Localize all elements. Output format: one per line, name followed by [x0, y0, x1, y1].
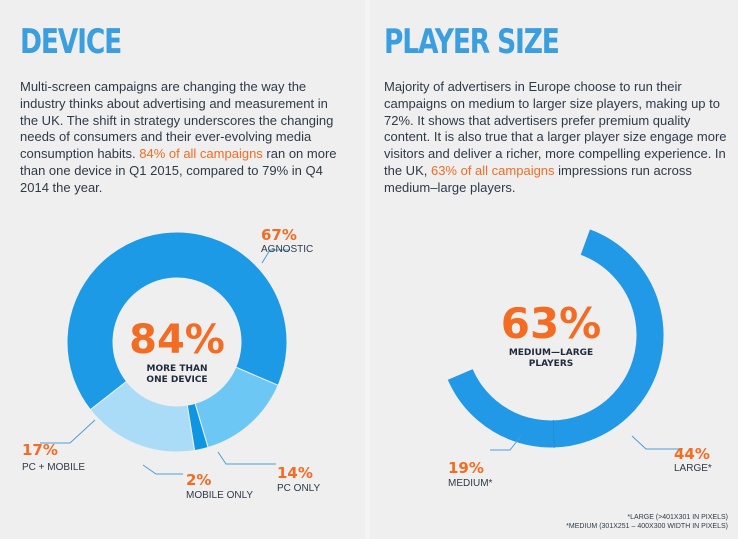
- pc-only-label: PC ONLY: [277, 483, 320, 494]
- large-medium-divider: [552, 419, 555, 448]
- device-center-label-1: MORE THAN: [147, 364, 208, 374]
- player-size-donut-chart: 63% MEDIUM—LARGE PLAYERS 44% LARGE* 19% …: [446, 228, 712, 489]
- pc-mobile-label: PC + MOBILE: [22, 462, 85, 473]
- agnostic-leader-line: [261, 249, 290, 264]
- footnote-medium: *MEDIUM (301X251 – 400X300 WIDTH IN PIXE…: [566, 523, 728, 530]
- device-center-value: 84%: [129, 317, 225, 363]
- large-leader-line: [631, 435, 683, 450]
- device-donut-chart: 84% MORE THAN ONE DEVICE 67% AGNOSTIC 14…: [22, 226, 320, 501]
- device-text-pre: Multi-screen campaigns are changing the …: [20, 79, 334, 162]
- player-center-label-2: PLAYERS: [529, 359, 574, 369]
- device-text-post: ran on more than one device in Q1 2015, …: [20, 146, 337, 195]
- large-label: LARGE*: [674, 463, 712, 474]
- footnote-large: *LARGE (>401X301 IN PIXELS): [627, 514, 728, 521]
- agnostic-label: AGNOSTIC: [261, 244, 313, 255]
- player-text-pre: Majority of advertisers in Europe choose…: [384, 79, 727, 178]
- agnostic-segment: [66, 231, 288, 411]
- pc-mobile-segment: [89, 380, 196, 453]
- player-center-value: 63%: [501, 299, 602, 348]
- device-title: DEVICE: [20, 22, 122, 62]
- pc-mobile-leader-line: [40, 419, 96, 444]
- player-center-label-1: MEDIUM—LARGE: [509, 348, 593, 358]
- device-ring: [66, 231, 288, 453]
- device-description: Multi-screen campaigns are changing the …: [20, 79, 346, 197]
- medium-label: MEDIUM*: [448, 478, 493, 489]
- mobile-only-value: 2%: [186, 471, 211, 489]
- device-center-label-2: ONE DEVICE: [146, 375, 207, 385]
- device-panel: DEVICE Multi-screen campaigns are changi…: [0, 0, 365, 539]
- medium-leader-line: [490, 435, 522, 451]
- device-text-highlight: 84% of all campaigns: [139, 146, 263, 162]
- player-size-description: Majority of advertisers in Europe choose…: [384, 79, 730, 197]
- player-text-highlight: 63% of all campaigns: [430, 162, 555, 178]
- player-size-title: PLAYER SIZE: [384, 22, 560, 62]
- large-value: 44%: [674, 445, 710, 463]
- player-size-ring: [446, 228, 665, 449]
- medium-value: 19%: [448, 459, 484, 477]
- mobile-only-leader-line: [142, 464, 183, 475]
- pc-only-leader-line: [217, 451, 276, 465]
- mobile-only-label: MOBILE ONLY: [186, 490, 253, 501]
- player-size-panel: PLAYER SIZE Majority of advertisers in E…: [370, 0, 738, 539]
- agnostic-value: 67%: [261, 226, 297, 244]
- pc-only-value: 14%: [277, 464, 313, 482]
- player-size-arc: [446, 228, 665, 449]
- player-text-post: impressions run across medium–large play…: [384, 162, 692, 195]
- pc-mobile-value: 17%: [22, 441, 58, 459]
